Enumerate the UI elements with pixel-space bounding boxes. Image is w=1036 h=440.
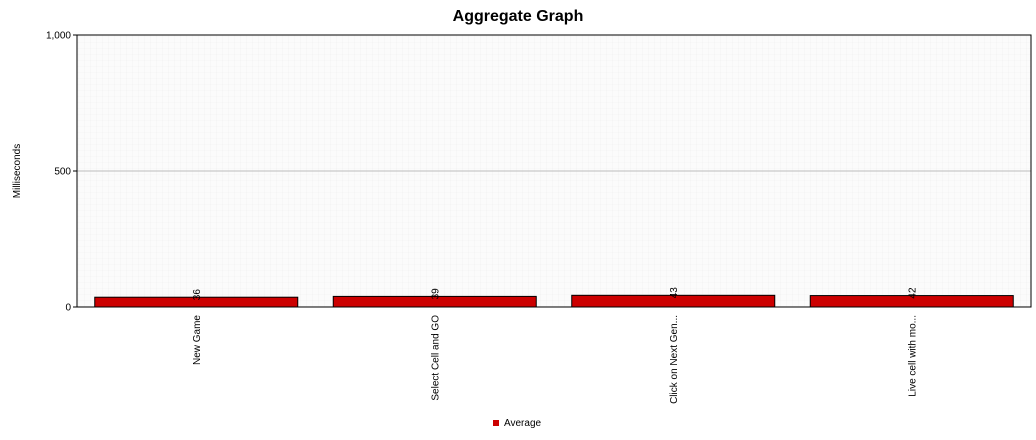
y-axis-label: Milliseconds: [12, 144, 23, 198]
bar-value-label: 39: [430, 288, 441, 300]
bar-value-label: 36: [192, 289, 203, 301]
x-category-label: Click on Next Gen...: [669, 315, 680, 404]
chart-title: Aggregate Graph: [453, 8, 584, 25]
bar-value-label: 42: [907, 287, 918, 299]
bar-value-label: 43: [669, 287, 680, 299]
y-axis-ticks: 0 500 1,000: [46, 31, 77, 314]
x-category-label: Select Cell and GO: [430, 315, 441, 401]
legend-swatch-average: [493, 420, 499, 426]
x-category-label: Live cell with mo...: [907, 315, 918, 397]
y-tick-label: 0: [65, 303, 71, 314]
y-tick-label: 500: [54, 167, 71, 178]
legend: Average: [493, 418, 542, 429]
x-category-label: New Game: [192, 315, 203, 365]
y-tick-label: 1,000: [46, 31, 71, 42]
x-axis-labels: New Game Select Cell and GO Click on Next …: [192, 315, 919, 404]
legend-label-average: Average: [504, 418, 542, 429]
